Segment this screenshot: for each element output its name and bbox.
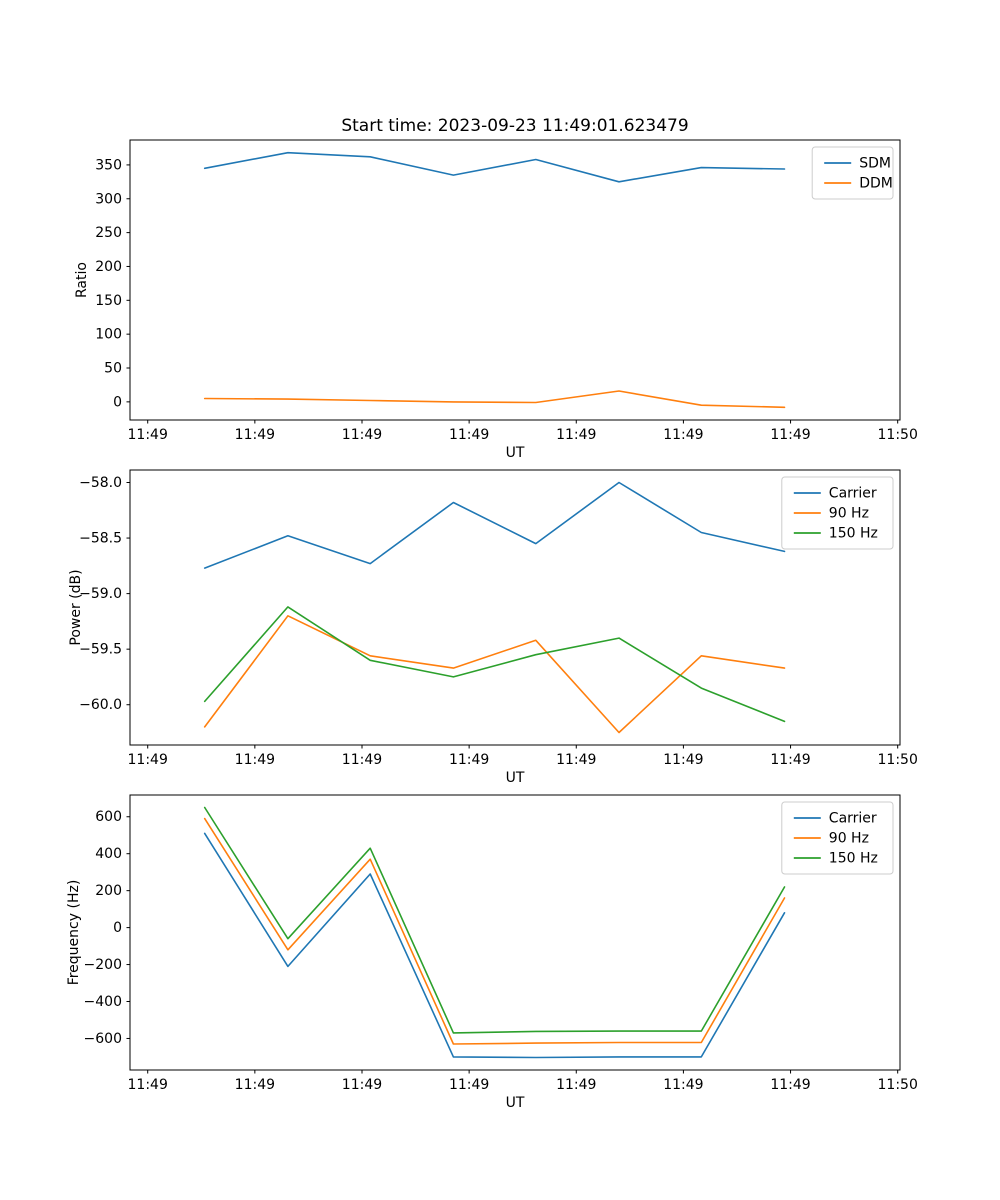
chart-ratio: 11:49 11:49 11:49 11:49 11:49 11:49 11:49 11:50… [74,139,918,461]
series-line-150-hz [203,606,786,723]
y-tick-label: 0 [113,920,122,936]
legend-label: SDM [859,156,891,172]
legend-label: Carrier [829,486,877,502]
x-tick-label: 11:49 [128,427,168,443]
y-tick-label: 200 [95,883,122,899]
y-tick-label: −60.0 [79,697,122,713]
y-tick-label: −58.0 [79,475,122,491]
x-tick-label: 11:50 [878,1077,918,1093]
series-line-sdm [203,151,786,183]
x-tick-label: 11:49 [342,752,382,768]
legend-label: 90 Hz [829,506,869,522]
series-line-ddm [203,390,786,409]
y-axis-label: Frequency (Hz) [66,880,82,986]
x-tick-label: 11:49 [770,752,810,768]
x-tick-label: 11:49 [128,1077,168,1093]
x-tick-label: 11:49 [770,1077,810,1093]
x-tick-label: 11:49 [770,427,810,443]
y-tick-label: 50 [104,361,122,377]
x-tick-label: 11:49 [663,1077,703,1093]
series-line-carrier [203,832,786,1059]
legend-label: 90 Hz [829,831,869,847]
y-tick-label: −59.0 [79,586,122,602]
legend-label: 150 Hz [829,526,878,542]
y-tick-label: 100 [95,327,122,343]
series-line-90-hz [203,614,786,734]
x-tick-label: 11:49 [556,1077,596,1093]
y-tick-label: 400 [95,846,122,862]
y-tick-label: 0 [113,394,122,410]
legend-label: Carrier [829,811,877,827]
y-tick-label: −200 [84,957,122,973]
chart-power: 11:49 11:49 11:49 11:49 11:49 11:49 11:49 11:50… [68,469,918,786]
x-tick-label: 11:49 [663,427,703,443]
x-tick-label: 11:50 [878,752,918,768]
x-tick-label: 11:49 [449,752,489,768]
x-tick-label: 11:50 [878,427,918,443]
y-tick-label: 300 [95,191,122,207]
x-tick-label: 11:49 [556,427,596,443]
x-tick-label: 11:49 [128,752,168,768]
axes-frame [129,139,901,421]
y-tick-label: 600 [95,809,122,825]
axes-frame [129,469,901,746]
x-tick-label: 11:49 [342,427,382,443]
series-line-90-hz [203,817,786,1045]
chart-frequency: 11:49 11:49 11:49 11:49 11:49 11:49 11:49 11:50… [66,794,918,1111]
series-line-150-hz [203,806,786,1034]
figure-title: Start time: 2023-09-23 11:49:01.623479 [341,116,689,136]
y-tick-label: 200 [95,259,122,275]
x-axis-label: UT [506,770,525,786]
x-tick-label: 11:49 [663,752,703,768]
y-tick-label: −58.5 [79,531,122,547]
y-tick-label: 150 [95,293,122,309]
legend-box [781,476,894,550]
y-axis-label: Power (dB) [68,569,84,645]
axes-frame [129,794,901,1071]
x-axis-label: UT [506,445,525,461]
legend-box [781,801,894,875]
x-tick-label: 11:49 [235,752,275,768]
y-tick-label: −600 [84,1031,122,1047]
legend-label: DDM [859,176,893,192]
series-line-carrier [203,481,786,569]
legend-box [811,146,894,200]
x-tick-label: 11:49 [449,427,489,443]
legend: Carrier 90 Hz 150 Hz [781,476,894,550]
x-tick-label: 11:49 [556,752,596,768]
y-axis-label: Ratio [74,262,90,298]
legend: Carrier 90 Hz 150 Hz [781,801,894,875]
x-axis-label: UT [506,1095,525,1111]
x-tick-label: 11:49 [342,1077,382,1093]
y-tick-label: −400 [84,994,122,1010]
legend-label: 150 Hz [829,851,878,867]
x-tick-label: 11:49 [449,1077,489,1093]
y-tick-label: −59.5 [79,642,122,658]
y-tick-label: 350 [95,157,122,173]
y-tick-label: 250 [95,225,122,241]
legend: SDM DDM [811,146,894,200]
x-tick-label: 11:49 [235,1077,275,1093]
x-tick-label: 11:49 [235,427,275,443]
